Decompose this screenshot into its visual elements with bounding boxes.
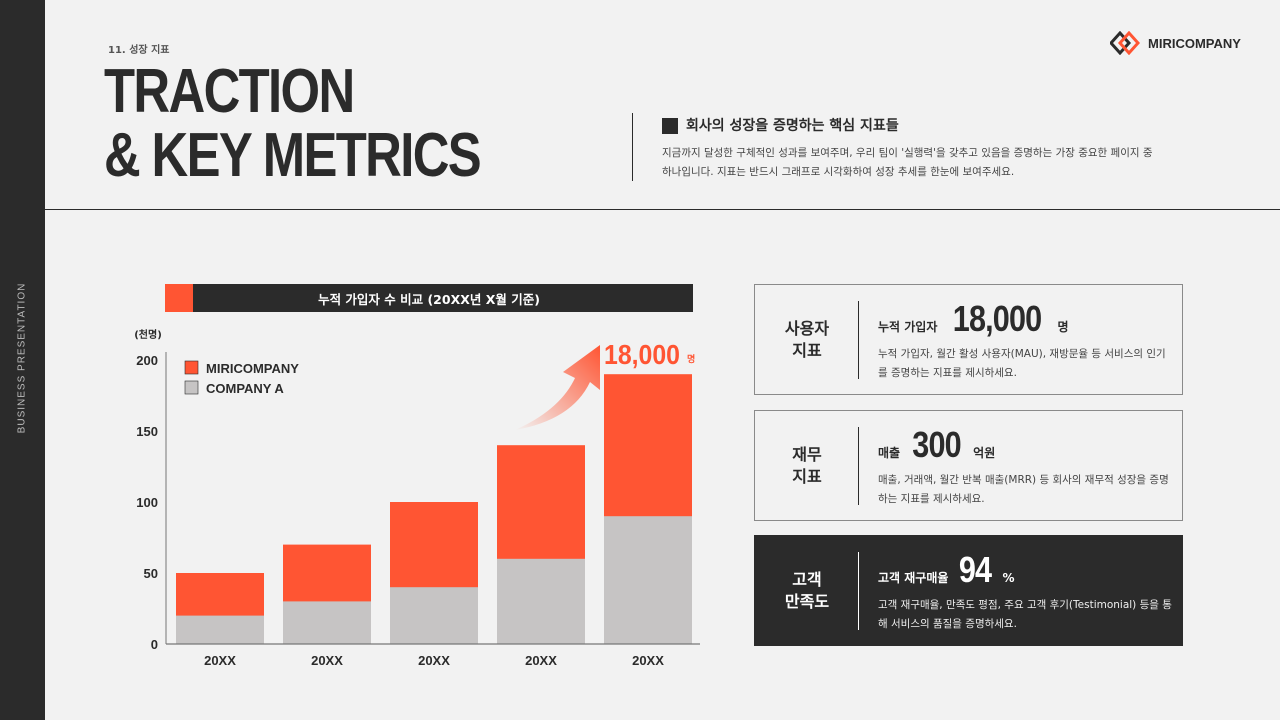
bar-company-a [497, 558, 585, 644]
card-label: 사용자 지표 [784, 318, 830, 360]
subtitle-text: 회사의 성장을 증명하는 핵심 지표들 [686, 118, 899, 134]
x-tick-label: 20XX [632, 653, 664, 668]
divider [632, 113, 633, 181]
logo: MIRICOMPANY [1110, 31, 1241, 55]
page-title: TRACTION & KEY METRICS [104, 57, 482, 190]
y-tick-label: 50 [144, 566, 158, 581]
chart-title-accent [165, 284, 193, 312]
card-metric: 고객 재구매율 94% [878, 549, 1015, 590]
bar-company-a [604, 516, 692, 644]
legend-swatch-miricompany [184, 360, 199, 375]
x-tick-label: 20XX [204, 653, 236, 668]
y-tick-label: 200 [136, 353, 158, 368]
legend-swatch-company-a [184, 380, 199, 395]
card-metric: 매출 300 억원 [878, 424, 996, 465]
legend-label-miricompany: MIRICOMPANY [206, 361, 299, 376]
card-label: 고객 만족도 [784, 569, 830, 611]
title-line-2: & KEY METRICS [104, 121, 482, 190]
card-text: 고객 재구매율, 만족도 평점, 주요 고객 후기(Testimonial) 등… [878, 599, 1172, 630]
growth-arrow-icon [515, 345, 600, 430]
chart-title-bar: 누적 가입자 수 비교 (20XX년 X월 기준) [165, 284, 693, 312]
y-tick-label: 100 [136, 495, 158, 510]
card-text: 매출, 거래액, 월간 반복 매출(MRR) 등 회사의 재무적 성장을 증명하… [878, 474, 1169, 505]
x-tick-label: 20XX [418, 653, 450, 668]
description: 지금까지 달성한 구체적인 성과를 보여주며, 우리 팀이 '실행력'을 갖추고… [662, 147, 1153, 178]
logo-text: MIRICOMPANY [1148, 35, 1241, 51]
legend-label-company-a: COMPANY A [206, 381, 284, 396]
x-tick-label: 20XX [311, 653, 343, 668]
card-divider [858, 427, 859, 505]
square-bullet-icon [662, 118, 678, 134]
title-line-1: TRACTION [104, 57, 355, 126]
annotation-unit: 명 [687, 353, 695, 365]
y-tick-label: 150 [136, 424, 158, 439]
card-divider [858, 552, 859, 630]
card-finance-metric: 재무 지표 매출 300 억원 매출, 거래액, 월간 반복 매출(MRR) 등 회사… [754, 410, 1183, 521]
subtitle: 회사의 성장을 증명하는 핵심 지표들 [662, 117, 899, 135]
card-user-metric: 사용자 지표 누적 가입자 18,000 명 누적 가입자, 월간 활성 사용자(MA… [754, 284, 1183, 395]
section-label: 11. 성장 지표 [108, 45, 170, 56]
card-text: 누적 가입자, 월간 활성 사용자(MAU), 재방문율 등 서비스의 인기를 … [878, 348, 1166, 379]
chart-title: 누적 가입자 수 비교 (20XX년 X월 기준) [318, 291, 540, 307]
header-divider [45, 209, 1280, 210]
card-satisfaction-metric: 고객 만족도 고객 재구매율 94% 고객 재구매율, 만족도 평점, 주요 고객 … [754, 535, 1183, 646]
annotation-value: 18,000 [604, 339, 680, 370]
logo-diamond-icon [1110, 31, 1140, 55]
bar-company-a [283, 601, 371, 644]
card-divider [858, 301, 859, 379]
y-axis-label: (천명) [134, 328, 162, 341]
card-label: 재무 지표 [792, 444, 822, 486]
x-tick-label: 20XX [525, 653, 557, 668]
card-metric: 누적 가입자 18,000 명 [878, 298, 1069, 339]
y-tick-label: 0 [151, 637, 158, 652]
bar-company-a [390, 587, 478, 644]
sidebar: BUSINESS PRESENTATION [0, 0, 45, 720]
bar-company-a [176, 615, 264, 644]
